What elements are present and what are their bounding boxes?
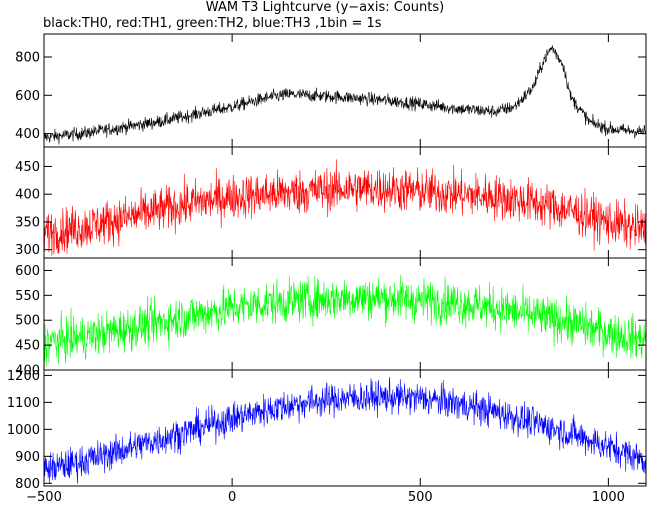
- y-tick-label: 1100: [7, 396, 40, 411]
- y-tick-label: 550: [15, 289, 40, 304]
- x-tick-label: 1000: [592, 490, 625, 505]
- lightcurve-th3: [44, 376, 646, 484]
- y-tick-label: 450: [15, 339, 40, 354]
- x-tick-label: −500: [26, 490, 62, 505]
- y-tick-label: 900: [15, 450, 40, 465]
- y-tick-label: 300: [15, 243, 40, 258]
- y-tick-label: 500: [15, 314, 40, 329]
- y-tick-label: 800: [15, 477, 40, 492]
- y-tick-label: 1200: [7, 369, 40, 384]
- y-tick-label: 1000: [7, 423, 40, 438]
- lightcurve-th2: [44, 275, 646, 367]
- panel-frame-th3: [43, 369, 647, 487]
- y-tick-label: 800: [15, 50, 40, 65]
- y-tick-label: 450: [15, 160, 40, 175]
- x-tick-label: 500: [408, 490, 433, 505]
- y-tick-label: 350: [15, 215, 40, 230]
- chart-subtitle: black:TH0, red:TH1, green:TH2, blue:TH3 …: [43, 16, 382, 31]
- x-tick-label: 0: [228, 490, 236, 505]
- y-tick-label: 600: [15, 89, 40, 104]
- chart-title: WAM T3 Lightcurve (y−axis: Counts): [205, 0, 445, 15]
- y-tick-label: 400: [15, 127, 40, 142]
- lightcurve-th1: [44, 159, 646, 256]
- y-tick-label: 400: [15, 364, 40, 379]
- y-tick-label: 600: [15, 264, 40, 279]
- lightcurve-th0: [44, 44, 646, 145]
- y-tick-label: 400: [15, 188, 40, 203]
